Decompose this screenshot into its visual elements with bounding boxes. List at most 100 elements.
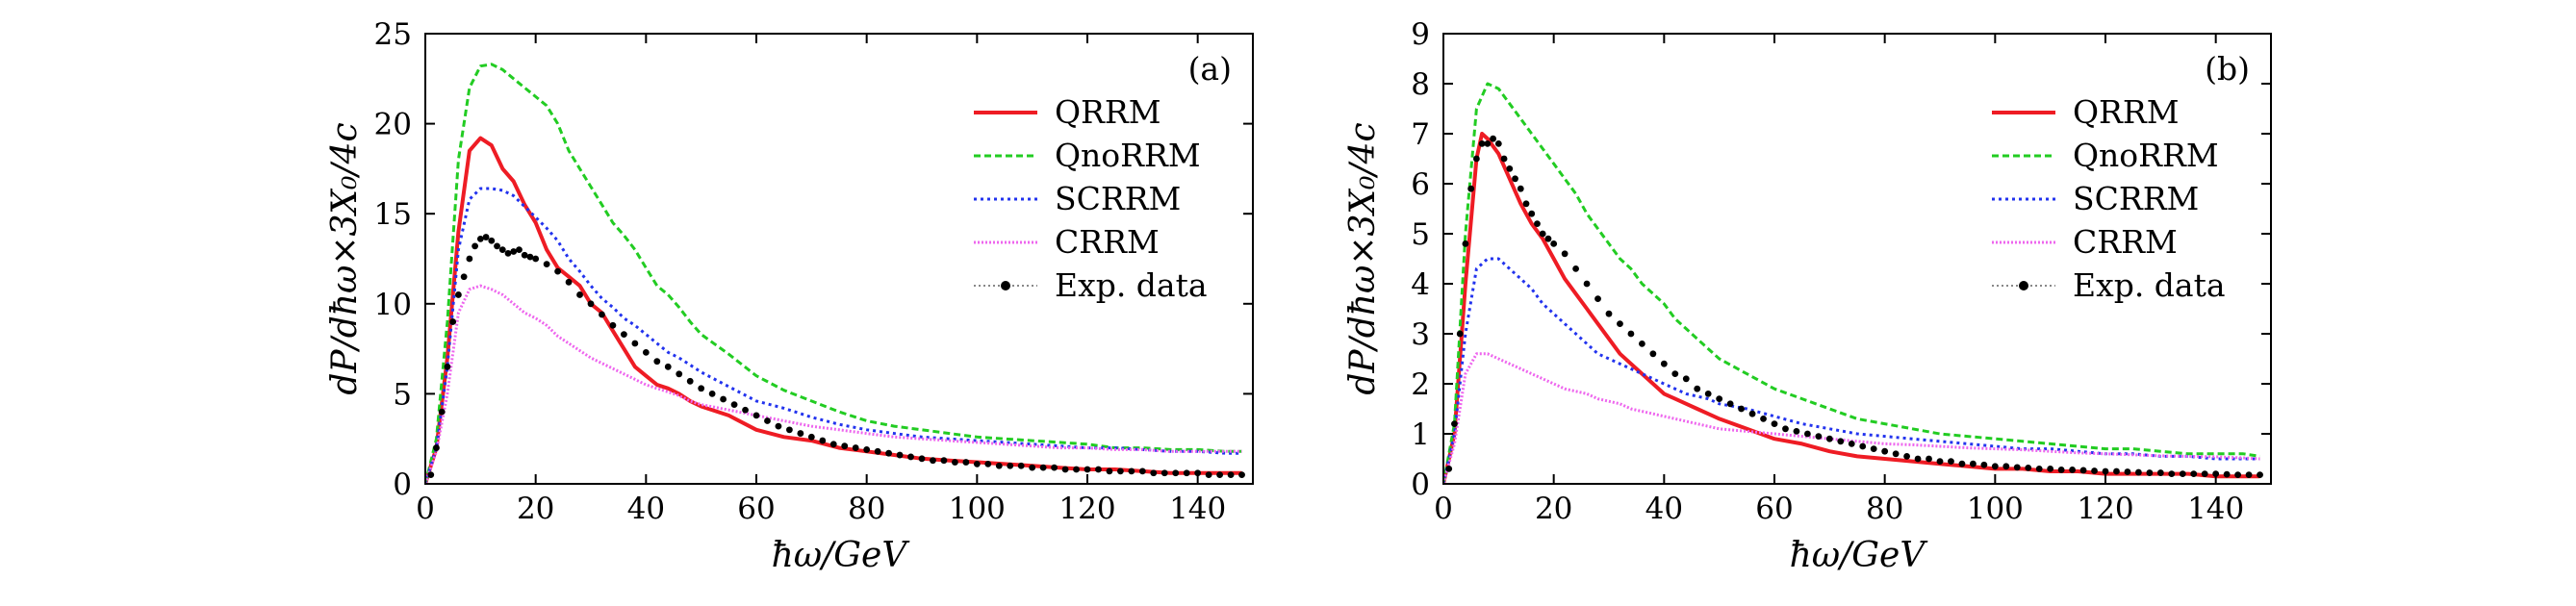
exp-data-point [807, 433, 815, 441]
exp-data-point [427, 471, 435, 479]
exp-data-point [852, 444, 859, 451]
y-tick-label: 5 [1411, 217, 1430, 252]
exp-data-point [2234, 471, 2242, 479]
exp-data-point [686, 377, 694, 385]
exp-data-point [1958, 460, 1966, 467]
exp-data-point [1128, 467, 1135, 475]
exp-data-point [526, 253, 534, 261]
x-tick-label: 40 [627, 492, 665, 526]
exp-data-point [438, 408, 446, 416]
exp-data-point [1117, 467, 1124, 475]
exp-data-point [797, 430, 804, 437]
exp-data-point [1671, 370, 1679, 377]
series-line-crrm [425, 284, 1242, 484]
exp-data-point [2025, 464, 2032, 471]
series-group [425, 63, 1245, 484]
exp-data-point [708, 391, 716, 397]
exp-data-point [488, 237, 496, 244]
x-tick-label: 60 [1755, 492, 1793, 526]
exp-data-point [1649, 350, 1657, 358]
exp-data-point [2190, 470, 2198, 477]
exp-data-point [752, 412, 760, 419]
exp-data-point [1216, 471, 1223, 479]
exp-data-point [498, 246, 506, 254]
legend-swatch-marker [1001, 281, 1010, 290]
exp-data-point [1544, 235, 1552, 242]
legend-label: Exp. data [2073, 266, 2226, 304]
legend: QRRM QnoRRM SCRRM CRRM Exp. data [1992, 93, 2226, 304]
series-group [1443, 82, 2263, 484]
exp-data-point [1183, 469, 1190, 477]
exp-data-point [576, 291, 583, 298]
exp-data-point [1837, 438, 1845, 445]
exp-data-point [455, 291, 462, 298]
exp-data-point [565, 278, 573, 286]
exp-data-point [664, 363, 672, 370]
exp-data-point [599, 311, 605, 318]
exp-data-point [786, 426, 793, 434]
legend-label: Exp. data [1055, 266, 1208, 304]
x-tick-label: 100 [1967, 492, 2024, 526]
exp-data-point [460, 273, 468, 281]
exp-data-point [1948, 458, 1954, 465]
x-tick-label: 60 [737, 492, 775, 526]
exp-data-point [829, 441, 837, 448]
exp-data-point [962, 459, 970, 466]
exp-data-point [1704, 391, 1712, 397]
exp-data-point [940, 457, 948, 465]
exp-data-point [1926, 455, 1932, 463]
exp-data-point [2135, 468, 2142, 476]
series-line-qnorrm [1443, 82, 2260, 484]
exp-data-point [1726, 400, 1734, 408]
exp-data-point [1462, 240, 1469, 247]
chart-panel-b: 0 20 40 60 80 100 120 140 0 1 2 3 4 5 6 7 8 9 ħω/GeV dP/dħω… [1343, 17, 2272, 575]
x-tick-label: 140 [1169, 492, 1226, 526]
exp-data-point [1456, 330, 1464, 338]
exp-data-point [2079, 467, 2087, 474]
exp-data-point [2168, 470, 2176, 477]
exp-data-point [1451, 420, 1458, 427]
x-tick-label: 20 [1535, 492, 1572, 526]
exp-data-point [2069, 467, 2077, 473]
series-line-crrm [1443, 352, 2260, 484]
exp-data-point [621, 331, 627, 339]
exp-data-point [1473, 155, 1480, 163]
legend: QRRM QnoRRM SCRRM CRRM Exp. data [974, 93, 1208, 304]
exp-data-point [2124, 468, 2131, 475]
x-tick-label: 20 [517, 492, 554, 526]
legend-swatch-marker [2019, 281, 2028, 290]
exp-data-point [1150, 469, 1158, 477]
y-axis-label: dP/dħω×3X₀/4c [325, 122, 365, 394]
x-tick-label: 80 [848, 492, 885, 526]
exp-data-point [1007, 462, 1014, 469]
exp-data-point [2146, 469, 2154, 476]
exp-data-point [1682, 375, 1690, 383]
y-tick-label: 0 [1411, 467, 1430, 502]
exp-data-point [433, 444, 440, 451]
x-tick-label: 40 [1645, 492, 1683, 526]
exp-data-point [1617, 320, 1623, 327]
exp-data-point [516, 246, 523, 254]
legend-label: SCRRM [2073, 180, 2199, 217]
exp-data-point [482, 234, 490, 240]
exp-data-point [1138, 467, 1146, 475]
exp-data-point [1572, 265, 1579, 272]
exp-data-point [1445, 466, 1453, 472]
exp-data-point [631, 340, 639, 347]
y-tick-label: 3 [1411, 317, 1430, 352]
exp-data-point [1782, 425, 1789, 433]
exp-data-point [1892, 450, 1900, 458]
exp-data-point [1870, 445, 1877, 452]
exp-data-point [1969, 460, 1977, 467]
plot-frame [1442, 33, 2272, 485]
exp-data-point [1903, 453, 1910, 460]
x-axis-label: ħω/GeV [1790, 536, 1929, 575]
y-tick-label: 6 [1411, 167, 1430, 202]
exp-data-point [510, 248, 518, 255]
exp-data-point [995, 462, 1003, 469]
exp-data-point [973, 461, 981, 467]
exp-data-point [1914, 455, 1922, 463]
exp-data-point [642, 348, 650, 356]
exp-data-point [1561, 250, 1569, 258]
